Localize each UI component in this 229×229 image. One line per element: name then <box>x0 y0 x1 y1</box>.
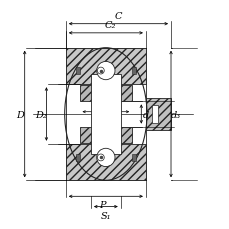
Text: D₂: D₂ <box>35 110 47 119</box>
Polygon shape <box>65 144 145 180</box>
Text: C: C <box>114 12 122 21</box>
Circle shape <box>96 149 114 167</box>
Text: d: d <box>143 110 149 119</box>
Bar <box>76 68 79 75</box>
Text: S₁: S₁ <box>100 211 111 220</box>
Polygon shape <box>79 86 132 102</box>
Circle shape <box>96 62 114 80</box>
Bar <box>76 154 79 161</box>
Text: d₃: d₃ <box>170 110 180 119</box>
Bar <box>132 154 135 161</box>
Text: D: D <box>16 110 24 119</box>
Bar <box>132 68 135 75</box>
Circle shape <box>97 68 104 75</box>
Polygon shape <box>145 98 170 131</box>
Polygon shape <box>65 49 145 85</box>
Polygon shape <box>79 127 132 143</box>
Bar <box>91 75 120 154</box>
Text: P: P <box>99 201 105 210</box>
Text: B₁: B₁ <box>102 101 113 109</box>
Text: C₂: C₂ <box>104 21 116 30</box>
Circle shape <box>97 154 104 161</box>
Bar <box>152 106 158 123</box>
